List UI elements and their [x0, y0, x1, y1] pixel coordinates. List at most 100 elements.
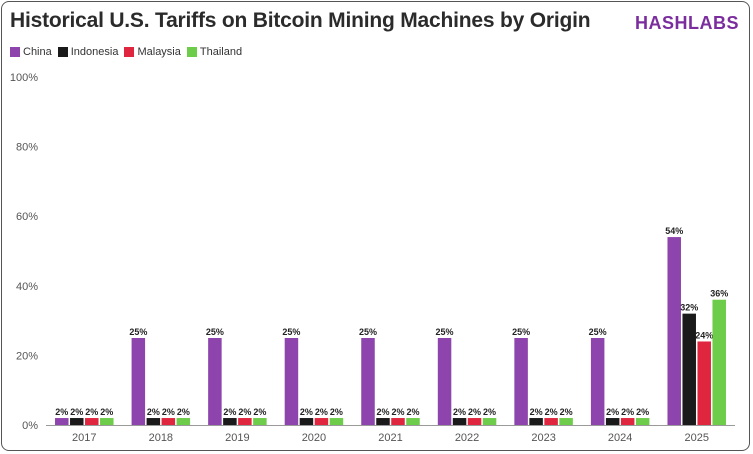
- data-label: 25%: [129, 327, 147, 337]
- chart-legend: China Indonesia Malaysia Thailand: [10, 46, 242, 58]
- data-label: 25%: [589, 327, 607, 337]
- bar-thailand-2018: [176, 418, 191, 425]
- bar-malaysia-2024: [620, 418, 635, 425]
- data-label: 2%: [300, 407, 313, 417]
- data-label: 2%: [315, 407, 328, 417]
- legend-swatch: [10, 47, 20, 57]
- data-label: 2%: [330, 407, 343, 417]
- data-label: 25%: [512, 327, 530, 337]
- data-label: 2%: [560, 407, 573, 417]
- x-tick-label: 2024: [608, 432, 632, 444]
- data-label: 2%: [85, 407, 98, 417]
- data-label: 2%: [483, 407, 496, 417]
- data-label: 2%: [70, 407, 83, 417]
- bar-indonesia-2018: [146, 418, 161, 425]
- data-label: 2%: [253, 407, 266, 417]
- bar-china-2019: [208, 338, 222, 425]
- legend-label: Thailand: [199, 46, 243, 58]
- bar-china-2021: [361, 338, 375, 425]
- bar-indonesia-2024: [605, 418, 620, 425]
- bar-thailand-2019: [253, 418, 267, 425]
- data-label: 2%: [468, 407, 481, 417]
- x-tick-label: 2018: [149, 432, 173, 444]
- bar-china-2025: [667, 237, 681, 425]
- x-tick-label: 2017: [72, 432, 96, 444]
- data-label: 2%: [606, 407, 619, 417]
- data-label: 54%: [665, 226, 683, 236]
- data-label: 2%: [162, 407, 175, 417]
- data-label: 2%: [621, 407, 634, 417]
- data-label: 2%: [55, 407, 68, 417]
- bar-indonesia-2017: [70, 418, 84, 425]
- data-label: 2%: [376, 407, 389, 417]
- data-label: 2%: [223, 407, 236, 417]
- data-label: 24%: [695, 330, 713, 340]
- bar-malaysia-2025: [697, 341, 711, 425]
- data-label: 2%: [406, 407, 419, 417]
- data-label: 2%: [636, 407, 649, 417]
- x-tick-label: 2022: [455, 432, 479, 444]
- bar-china-2022: [437, 338, 452, 425]
- data-label: 32%: [680, 303, 698, 313]
- bar-thailand-2020: [329, 418, 344, 425]
- legend-item-china: China: [10, 46, 52, 58]
- bar-china-2024: [590, 338, 605, 425]
- x-tick-label: 2023: [531, 432, 555, 444]
- bar-china-2017: [55, 418, 69, 425]
- data-label: 25%: [206, 327, 224, 337]
- data-label: 2%: [530, 407, 543, 417]
- bar-indonesia-2021: [376, 418, 390, 425]
- bar-china-2018: [131, 338, 146, 425]
- bar-malaysia-2022: [467, 418, 482, 425]
- bar-thailand-2024: [635, 418, 650, 425]
- y-tick-label: 0%: [22, 420, 38, 432]
- bar-indonesia-2022: [452, 418, 467, 425]
- data-label: 2%: [391, 407, 404, 417]
- bar-thailand-2022: [482, 418, 497, 425]
- legend-item-indonesia: Indonesia: [57, 46, 119, 58]
- legend-item-malaysia: Malaysia: [124, 46, 181, 58]
- legend-label: China: [23, 46, 52, 58]
- legend-item-thailand: Thailand: [186, 46, 243, 58]
- data-label: 2%: [100, 407, 113, 417]
- legend-label: Indonesia: [70, 46, 119, 58]
- data-label: 2%: [453, 407, 466, 417]
- bar-malaysia-2017: [85, 418, 99, 425]
- y-tick-label: 100%: [10, 72, 38, 84]
- data-label: 2%: [147, 407, 160, 417]
- data-label: 2%: [545, 407, 558, 417]
- bar-indonesia-2023: [529, 418, 543, 425]
- x-tick-label: 2021: [378, 432, 402, 444]
- legend-label: Malaysia: [137, 46, 181, 58]
- bar-malaysia-2019: [238, 418, 252, 425]
- bar-malaysia-2021: [391, 418, 405, 425]
- x-tick-label: 2020: [302, 432, 326, 444]
- data-label: 25%: [436, 327, 454, 337]
- legend-swatch: [57, 47, 68, 57]
- bar-thailand-2017: [100, 418, 114, 425]
- bar-thailand-2025: [712, 299, 726, 425]
- bar-thailand-2021: [406, 418, 420, 425]
- x-tick-label: 2019: [225, 432, 249, 444]
- bar-thailand-2023: [559, 418, 573, 425]
- brand-logo: HASHLABS: [634, 13, 739, 33]
- y-tick-label: 60%: [16, 211, 38, 223]
- y-tick-label: 20%: [16, 350, 38, 362]
- data-label: 25%: [282, 327, 300, 337]
- bar-malaysia-2020: [314, 418, 329, 425]
- bar-china-2020: [284, 338, 299, 425]
- y-tick-label: 80%: [16, 142, 38, 154]
- y-tick-label: 40%: [16, 281, 38, 293]
- bar-indonesia-2025: [682, 313, 696, 425]
- x-tick-label: 2025: [684, 432, 708, 444]
- bar-china-2023: [514, 338, 528, 425]
- chart-title: Historical U.S. Tariffs on Bitcoin Minin…: [10, 9, 591, 32]
- legend-swatch: [186, 47, 197, 57]
- bar-indonesia-2019: [223, 418, 237, 425]
- bar-malaysia-2018: [161, 418, 176, 425]
- data-label: 2%: [238, 407, 251, 417]
- data-label: 36%: [710, 289, 728, 299]
- bar-malaysia-2023: [544, 418, 558, 425]
